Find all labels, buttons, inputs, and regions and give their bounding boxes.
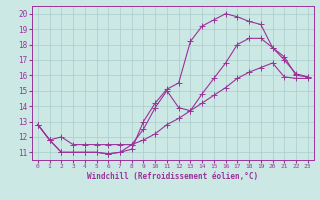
X-axis label: Windchill (Refroidissement éolien,°C): Windchill (Refroidissement éolien,°C) [87,172,258,181]
